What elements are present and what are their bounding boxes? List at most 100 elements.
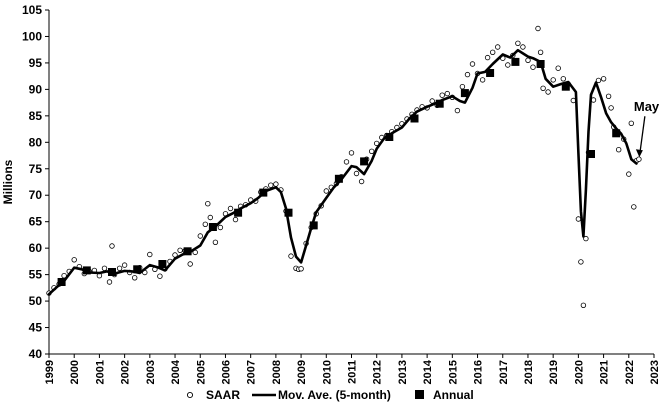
annual-point bbox=[511, 57, 520, 66]
y-tick-label: 85 bbox=[29, 109, 43, 123]
saar-point bbox=[580, 302, 587, 308]
saar-point bbox=[369, 148, 375, 154]
x-tick-label: 2011 bbox=[347, 360, 359, 384]
x-tick-label: 2010 bbox=[321, 360, 333, 384]
saar-point bbox=[608, 105, 614, 111]
saar-point bbox=[550, 77, 556, 83]
x-tick-label: 2006 bbox=[220, 360, 232, 384]
saar-point bbox=[459, 83, 466, 90]
annual-point bbox=[284, 208, 293, 217]
saar-point bbox=[469, 61, 476, 67]
saar-point bbox=[439, 92, 445, 98]
legend: SAAR Mov. Ave. (5-month) Annual bbox=[186, 388, 474, 402]
saar-point bbox=[121, 262, 128, 268]
annual-point bbox=[486, 69, 495, 77]
y-tick-label: 40 bbox=[29, 347, 43, 361]
y-tick-label: 105 bbox=[22, 3, 42, 17]
y-tick-label: 45 bbox=[29, 321, 43, 335]
saar-point bbox=[232, 216, 239, 223]
saar-point bbox=[227, 205, 234, 212]
saar-point bbox=[71, 257, 77, 263]
saar-point bbox=[454, 107, 461, 114]
x-tick-label: 2005 bbox=[195, 360, 207, 384]
saar-point bbox=[106, 279, 113, 285]
x-tick-label: 2020 bbox=[573, 360, 585, 384]
annual-point bbox=[57, 278, 66, 286]
saar-point bbox=[353, 170, 360, 177]
annual-point bbox=[158, 260, 167, 268]
annual-point bbox=[435, 99, 444, 108]
x-tick-label: 2004 bbox=[170, 359, 182, 384]
x-tick-label: 2008 bbox=[271, 360, 283, 384]
x-tick-label: 2014 bbox=[422, 359, 434, 384]
saar-point bbox=[131, 275, 138, 281]
saar-point bbox=[616, 146, 622, 153]
x-tick-label: 2023 bbox=[649, 360, 661, 384]
saar-point bbox=[505, 62, 511, 68]
saar-point bbox=[217, 224, 224, 231]
saar-point bbox=[583, 235, 589, 242]
annual-point bbox=[234, 208, 243, 217]
saar-point bbox=[429, 98, 435, 104]
saar-point bbox=[343, 159, 350, 165]
y-tick-label: 80 bbox=[29, 135, 43, 149]
x-tick-label: 2017 bbox=[498, 360, 510, 384]
x-tick-label: 2019 bbox=[548, 360, 560, 384]
y-tick-label: 90 bbox=[29, 82, 43, 96]
saar-point bbox=[298, 266, 304, 272]
saar-point bbox=[288, 253, 294, 259]
y-tick-label: 65 bbox=[29, 215, 43, 229]
y-tick-label: 60 bbox=[29, 241, 43, 255]
annual-point bbox=[108, 268, 116, 276]
annual-point bbox=[410, 114, 419, 123]
saar-point bbox=[205, 200, 211, 207]
annotation: May bbox=[634, 99, 660, 158]
saar-point bbox=[535, 25, 541, 32]
y-tick-label: 55 bbox=[29, 268, 43, 282]
saar-point bbox=[479, 77, 486, 83]
annual-point bbox=[259, 188, 268, 197]
legend-saar-label: SAAR bbox=[206, 388, 240, 402]
saar-point bbox=[490, 49, 496, 55]
annual-point bbox=[82, 266, 91, 275]
saar-point bbox=[464, 71, 471, 78]
saar-point bbox=[540, 85, 546, 91]
y-tick-labels: 40 45 50 55 60 65 70 75 80 85 90 95 100 105 bbox=[22, 3, 49, 361]
x-tick-label: 2022 bbox=[624, 360, 636, 384]
saar-point bbox=[520, 44, 526, 50]
x-tick-label: 2003 bbox=[145, 360, 157, 384]
saar-point bbox=[545, 89, 551, 95]
annotation-arrowhead bbox=[635, 149, 643, 158]
x-tick-labels: 1999 2000 2001 2002 2003 2004 2005 2006 2007 2008… bbox=[44, 354, 661, 384]
legend-annual-label: Annual bbox=[433, 388, 474, 402]
saar-point bbox=[207, 214, 213, 221]
saar-point bbox=[323, 188, 329, 194]
annual-point bbox=[208, 223, 217, 231]
annual-point bbox=[183, 247, 192, 256]
saar-point bbox=[147, 251, 153, 258]
x-tick-label: 2002 bbox=[120, 360, 132, 384]
y-tick-label: 50 bbox=[29, 294, 43, 308]
saar-point bbox=[525, 57, 531, 63]
annual-point bbox=[561, 82, 570, 91]
x-tick-label: 2021 bbox=[599, 360, 611, 384]
annotation-arrow bbox=[639, 116, 646, 154]
saar-point bbox=[495, 44, 501, 50]
x-tick-label: 2009 bbox=[296, 360, 308, 384]
saar-point bbox=[575, 216, 582, 222]
saar-point bbox=[595, 77, 602, 84]
saar-point bbox=[560, 76, 566, 82]
annotation-may-label: May bbox=[634, 99, 660, 114]
legend-mavg-label: Mov. Ave. (5-month) bbox=[278, 388, 391, 402]
series-moving-average bbox=[47, 48, 638, 296]
saar-point bbox=[605, 93, 612, 99]
y-tick-label: 75 bbox=[29, 162, 43, 176]
saar-point bbox=[555, 65, 561, 71]
x-tick-label: 2001 bbox=[94, 360, 106, 384]
saar-point bbox=[631, 204, 637, 210]
saar-point bbox=[530, 64, 536, 70]
saar-point bbox=[268, 182, 274, 188]
saar-point bbox=[444, 90, 450, 97]
